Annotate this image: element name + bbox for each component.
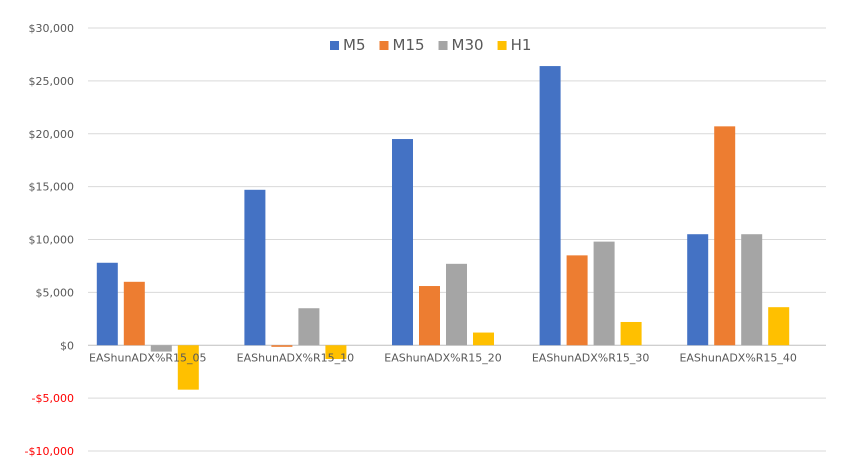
- x-tick-label: EAShunADX%R15_05: [89, 351, 207, 364]
- y-axis: $30,000 $25,000 $20,000 $15,000 $10,000 $5,00…: [25, 22, 74, 458]
- bar-m15-4: [566, 255, 588, 346]
- bar-h1-3: [473, 332, 494, 346]
- legend-swatch: [438, 41, 448, 50]
- bar-m5-3: [392, 139, 413, 346]
- bar-m5-2: [244, 189, 266, 346]
- bars: [96, 66, 790, 390]
- y-tick-label: $20,000: [29, 128, 75, 141]
- legend-swatch: [330, 41, 339, 50]
- x-tick-label: EAShunADX%R15_30: [532, 351, 650, 364]
- bar-h1-2: [325, 345, 347, 359]
- bar-m15-5: [714, 126, 736, 346]
- bar-m15-3: [419, 286, 440, 346]
- bar-m30-2: [298, 308, 320, 346]
- x-tick-label: EAShunADX%R15_20: [384, 351, 502, 364]
- legend-label: H1: [511, 36, 532, 54]
- x-tick-label: EAShunADX%R15_10: [237, 351, 355, 364]
- legend-swatch: [379, 41, 389, 50]
- x-axis: EAShunADX%R15_05 EAShunADX%R15_10 EAShunAD…: [89, 351, 797, 364]
- bar-m30-3: [446, 263, 467, 346]
- legend: M5 M15 M30 H1: [330, 36, 531, 54]
- bar-m30-1: [150, 345, 172, 352]
- x-tick-label: EAShunADX%R15_40: [679, 351, 797, 364]
- y-tick-label: $15,000: [29, 181, 75, 194]
- legend-label: M15: [393, 36, 425, 54]
- y-tick-label: $0: [60, 339, 74, 352]
- bar-m30-5: [741, 234, 763, 346]
- legend-swatch: [497, 41, 507, 50]
- y-tick-label: $30,000: [29, 22, 75, 35]
- y-tick-label: -$5,000: [32, 392, 74, 405]
- bar-m30-4: [593, 241, 615, 346]
- y-tick-label: $25,000: [29, 75, 75, 88]
- legend-label: M5: [343, 36, 366, 54]
- bar-m5-4: [539, 66, 561, 346]
- bar-h1-1: [177, 345, 199, 390]
- bar-m5-5: [687, 234, 709, 346]
- bar-h1-4: [620, 321, 642, 346]
- y-tick-label: -$10,000: [25, 445, 74, 458]
- y-tick-label: $10,000: [29, 234, 75, 247]
- legend-label: M30: [452, 36, 484, 54]
- y-tick-label: $5,000: [36, 286, 75, 299]
- bar-m5-1: [96, 262, 118, 346]
- bar-m15-1: [123, 281, 145, 346]
- bar-h1-5: [768, 307, 790, 346]
- bar-m15-2: [271, 345, 293, 347]
